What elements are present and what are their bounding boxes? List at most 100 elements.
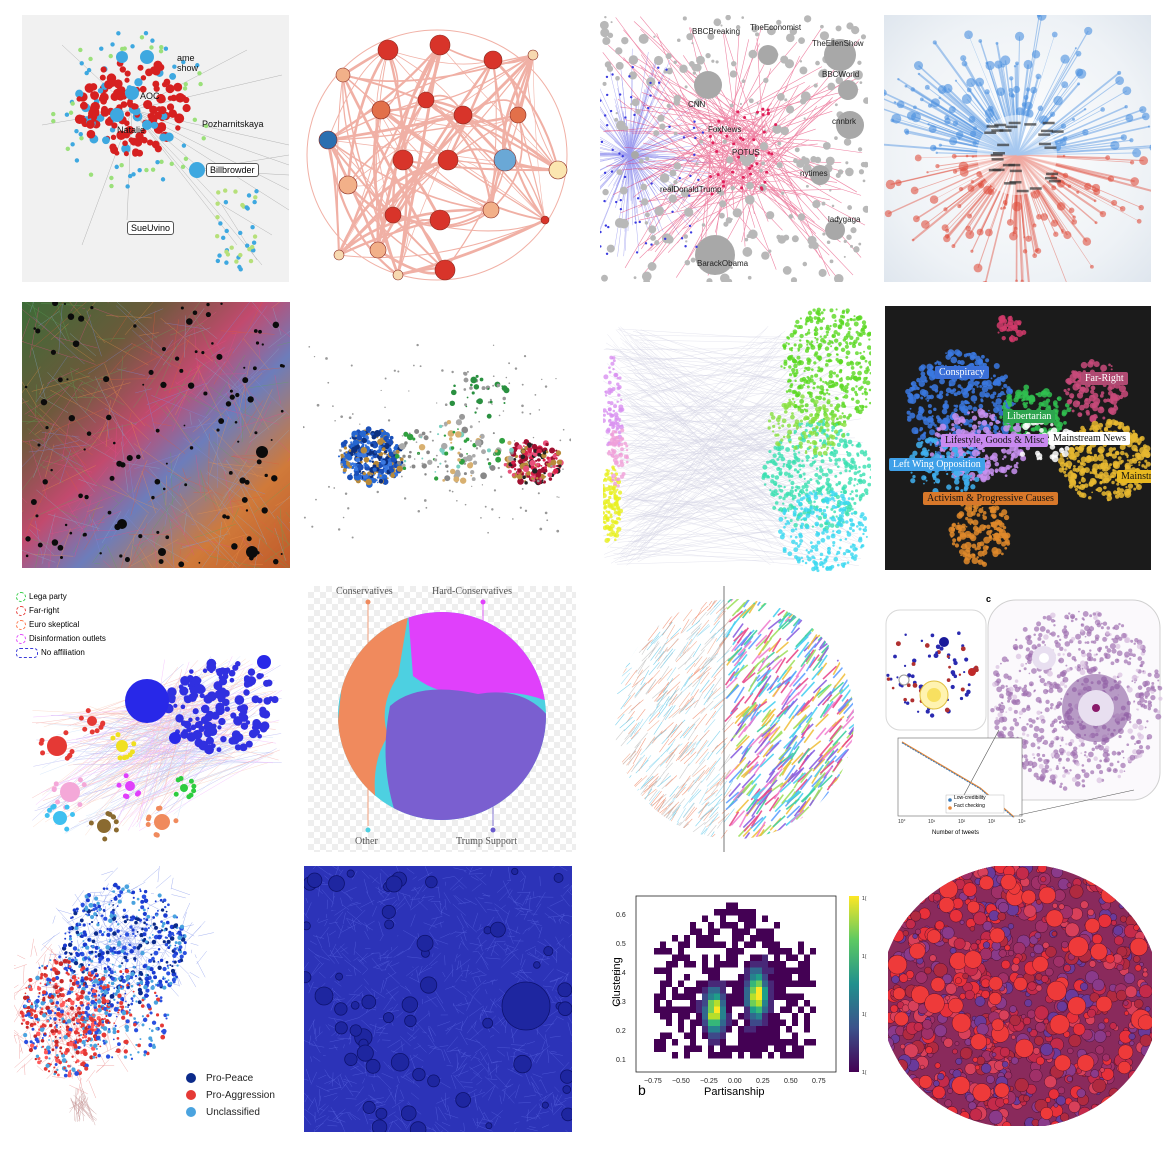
label-foxnews: FoxNews [708, 125, 742, 134]
label-barackobama: BarackObama [697, 259, 749, 268]
y-axis-label-15: Clustering [610, 957, 623, 1007]
network-tile-4 [884, 15, 1151, 282]
y-tick: 0.4 [616, 970, 626, 977]
legend-13: Pro-Peace Pro-Aggression Unclassified [186, 1070, 275, 1121]
tag-left-wing: Left Wing Opposition [889, 458, 985, 471]
network-tile-13: Pro-Peace Pro-Aggression Unclassified [14, 866, 294, 1132]
network-tile-10: Conservatives Hard-Conservatives Other T… [308, 586, 576, 852]
x-tick: −0.25 [700, 1078, 718, 1085]
network-graph-3 [600, 15, 868, 282]
label-bbcworld: BBCWorld [822, 70, 860, 79]
network-tile-7 [603, 306, 871, 574]
tag-mainstream: Mainstream [1117, 470, 1151, 483]
tag-mainstream-news: Mainstream News [1049, 432, 1131, 445]
network-tile-16 [888, 866, 1152, 1126]
blob-graph-10 [338, 599, 546, 833]
colorbar-tick: 1( [862, 1012, 867, 1018]
network-graph-1 [41, 30, 289, 272]
label-ame: ame [177, 53, 195, 63]
legend-item: No affiliation [16, 646, 106, 660]
network-tile-12: c 10° 10¹ 10² 10³ 10⁴ Low-credibility Fact c… [884, 590, 1164, 844]
tag-conspiracy: Conspiracy [935, 366, 989, 379]
tag-activism: Activism & Progressive Causes [923, 492, 1058, 505]
legend-item: Disinformation outlets [16, 632, 106, 646]
label-nytimes: nytimes [800, 169, 828, 178]
legend-item: Euro skeptical [16, 618, 106, 632]
y-tick: 0.2 [616, 1028, 626, 1035]
network-tile-2 [303, 15, 570, 282]
x-tick: 10³ [988, 819, 996, 825]
x-tick: 10⁴ [1018, 819, 1026, 825]
label-hard-conservatives: Hard-Conservatives [432, 586, 512, 597]
label-realdonaldtrump: realDonaldTrump [660, 185, 722, 194]
label-sueuvino: SueUvino [127, 221, 175, 235]
network-graph-13 [14, 866, 214, 1126]
network-tile-14 [304, 866, 572, 1132]
x-tick: 10² [958, 819, 966, 825]
panel-letter-c: c [986, 594, 992, 604]
x-tick: 10¹ [928, 819, 936, 825]
legend-item: Lega party [16, 590, 106, 604]
network-tile-15: 0.1 0.2 0.3 0.4 0.5 0.6 −0.75 −0.50 −0.25 0.00 0.… [604, 886, 874, 1106]
legend-low-credibility: Low-credibility [954, 795, 986, 801]
label-cnnbrk: cnnbrk [832, 117, 857, 126]
x-tick: 0.50 [784, 1078, 798, 1085]
y-tick: 0.6 [616, 912, 626, 919]
network-tile-3: BBCBreaking TheEconomist TheEllenShow BB… [600, 15, 868, 282]
legend-item: Far-right [16, 604, 106, 618]
label-trump-support: Trump Support [456, 836, 518, 847]
x-tick: −0.50 [672, 1078, 690, 1085]
network-tile-11 [604, 586, 872, 852]
network-tile-8: Conspiracy Far-Right Libertarian Lifesty… [885, 306, 1151, 570]
legend-item: Unclassified [186, 1104, 275, 1121]
dense-graph-14 [304, 866, 572, 1132]
x-tick: 0.00 [728, 1078, 742, 1085]
network-tile-6 [303, 302, 571, 568]
y-tick: 0.5 [616, 941, 626, 948]
x-axis-label-15: Partisanship [704, 1086, 765, 1098]
network-graph-7 [603, 307, 871, 573]
x-tick: −0.75 [644, 1078, 662, 1085]
label-potus: POTUS [732, 148, 760, 157]
label-ladygaga: ladygaga [828, 215, 861, 224]
network-graph-9 [32, 655, 283, 842]
label-other: Other [355, 836, 378, 847]
legend-item: Pro-Aggression [186, 1087, 275, 1104]
x-tick: 10° [898, 819, 906, 825]
network-graph-2 [306, 29, 568, 281]
colorbar-tick: 1( [862, 1070, 867, 1076]
y-tick: 0.3 [616, 999, 626, 1006]
panel-letter-b: b [638, 1082, 646, 1098]
label-billbrowder: Billbrowder [206, 163, 259, 177]
cascade-panels-12: 10° 10¹ 10² 10³ 10⁴ [885, 599, 1163, 825]
label-natalie: Nataliе [117, 125, 146, 135]
scatter-network-6 [303, 343, 571, 539]
network-tile-5 [22, 302, 290, 568]
bubble-graph-16 [888, 866, 1152, 1126]
colorbar-tick: 1( [862, 896, 867, 902]
tag-libertarian: Libertarian [1003, 410, 1056, 423]
hairball-graph-5 [22, 302, 290, 568]
x-tick: 0.25 [756, 1078, 770, 1085]
legend-item: Pro-Peace [186, 1070, 275, 1087]
network-graph-4 [884, 15, 1151, 282]
label-aoc: AOC [140, 91, 160, 101]
legend-fact-checking: Fact checking [954, 803, 985, 809]
label-show: show [177, 63, 199, 73]
legend-9: Lega party Far-right Euro skeptical Disi… [16, 590, 106, 660]
label-conservatives: Conservatives [336, 586, 393, 597]
cluster-map-8 [905, 314, 1151, 567]
network-tile-9: Lega party Far-right Euro skeptical Disi… [12, 586, 292, 852]
label-economist: TheEconomist [750, 23, 802, 32]
hemisphere-graph-11 [614, 586, 854, 852]
label-pozharnitskaya: Pozharnitskaya [202, 119, 264, 129]
y-tick: 0.1 [616, 1057, 626, 1064]
heatmap-15: 0.1 0.2 0.3 0.4 0.5 0.6 −0.75 −0.50 −0.25 0.00 0.… [616, 895, 867, 1085]
colorbar-tick: 1( [862, 954, 867, 960]
network-tile-1: Billbrowder SueUvino AOC Nataliе Pozharn… [22, 15, 289, 282]
tag-lifestyle: Lifestyle, Goods & Misc [941, 434, 1049, 447]
label-ellenshow: TheEllenShow [812, 39, 864, 48]
tag-far-right: Far-Right [1081, 372, 1128, 385]
label-cnn: CNN [688, 100, 706, 109]
x-tick: 0.75 [812, 1078, 826, 1085]
